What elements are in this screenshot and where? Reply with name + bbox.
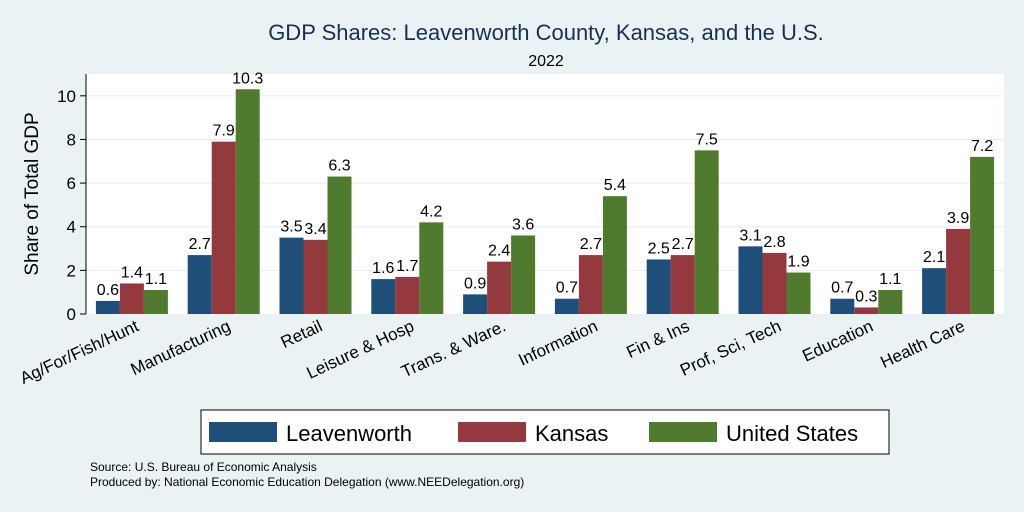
bar-value-label: 6.3 (328, 158, 350, 175)
x-tick-label: Fin & Ins (624, 316, 693, 362)
chart-subtitle: 2022 (528, 53, 564, 70)
bar (922, 268, 947, 314)
x-tick-label: Prof, Sci, Tech (677, 316, 784, 379)
bar-value-label: 2.7 (189, 236, 211, 253)
bar (738, 246, 763, 314)
legend-label: Kansas (535, 421, 608, 446)
bar (419, 222, 444, 314)
bar (786, 272, 811, 314)
bar (830, 298, 855, 314)
bars (95, 89, 995, 314)
bar (487, 261, 512, 314)
legend-swatch (458, 422, 526, 442)
bar (646, 259, 671, 314)
bar-value-label: 2.1 (923, 249, 945, 266)
y-ticks: 0 2 4 6 8 10 (57, 87, 86, 324)
bar-value-label: 2.7 (580, 236, 602, 253)
bar (371, 279, 396, 314)
legend: Leavenworth Kansas United States (200, 409, 890, 455)
bar (762, 252, 787, 314)
x-tick-label: Trans. & Ware. (398, 316, 508, 381)
bar (187, 255, 212, 314)
legend-label: Leavenworth (286, 421, 412, 446)
bar (602, 196, 627, 314)
y-tick-label: 10 (57, 87, 76, 106)
bar-value-label: 5.4 (604, 177, 626, 194)
bar-value-label: 0.3 (855, 288, 877, 305)
legend-swatch (649, 422, 717, 442)
bar (95, 300, 120, 314)
bar-value-label: 3.9 (947, 210, 969, 227)
bar (279, 237, 304, 314)
bar-value-label: 7.5 (696, 131, 718, 148)
bar-value-label: 0.7 (831, 280, 853, 297)
y-axis-label: Share of Total GDP (22, 112, 43, 275)
x-tick-label: Retail (278, 316, 325, 352)
bar (578, 255, 603, 314)
y-tick-label: 2 (67, 261, 76, 280)
bar-value-label: 1.9 (787, 254, 809, 271)
bar (143, 290, 168, 314)
bar-value-label: 0.9 (464, 275, 486, 292)
legend-label: United States (726, 421, 858, 446)
value-labels: 0.61.4 1.12.77.910.33.5 3.46.31.6 1.74.20.9… (97, 70, 994, 305)
bar (554, 298, 579, 314)
x-tick-label: Health Care (878, 316, 968, 372)
bar (878, 290, 903, 314)
y-tick-label: 4 (67, 218, 76, 237)
bar-value-label: 1.7 (396, 258, 418, 275)
bar-value-label: 7.2 (971, 138, 993, 155)
bar (854, 307, 879, 314)
bar-value-label: 1.1 (145, 271, 167, 288)
x-tick-label: Information (515, 316, 600, 369)
y-tick-label: 0 (67, 305, 76, 324)
legend-box (200, 409, 890, 455)
bar-value-label: 3.4 (304, 221, 326, 238)
bar (211, 141, 236, 314)
bar-value-label: 2.4 (488, 243, 510, 260)
bar-value-label: 3.1 (739, 227, 761, 244)
chart-title: GDP Shares: Leavenworth County, Kansas, … (268, 20, 824, 45)
bar (511, 235, 536, 314)
bar-value-label: 0.6 (97, 282, 119, 299)
y-tick-label: 8 (67, 130, 76, 149)
legend-swatch (209, 422, 277, 442)
bar-value-label: 1.6 (372, 260, 394, 277)
bar (970, 156, 995, 314)
bar (670, 255, 695, 314)
bar (119, 283, 144, 314)
bar-value-label: 0.7 (556, 280, 578, 297)
bar-value-label: 7.9 (213, 123, 235, 140)
y-tick-label: 6 (67, 174, 76, 193)
bar-value-label: 10.3 (232, 70, 263, 87)
bar (303, 239, 328, 314)
bar-value-label: 2.5 (648, 240, 670, 257)
bar (946, 228, 971, 314)
x-tick-label: Manufacturing (128, 316, 234, 379)
bar-value-label: 4.2 (420, 203, 442, 220)
bar-value-label: 1.1 (879, 271, 901, 288)
bar (463, 294, 488, 314)
bar-value-label: 2.8 (763, 234, 785, 251)
bar-value-label: 2.7 (672, 236, 694, 253)
x-tick-label: Education (799, 316, 876, 365)
bar-value-label: 3.5 (280, 219, 302, 236)
produced-by-note: Produced by: National Economic Education… (90, 475, 524, 489)
bar-value-label: 3.6 (512, 216, 534, 233)
bar (395, 276, 420, 314)
bar (327, 176, 352, 314)
source-note: Source: U.S. Bureau of Economic Analysis (90, 460, 317, 474)
bar (235, 89, 260, 314)
x-tick-label: Ag/For/Fish/Hunt (17, 316, 142, 388)
bar (694, 150, 719, 314)
bar-value-label: 1.4 (121, 264, 143, 281)
